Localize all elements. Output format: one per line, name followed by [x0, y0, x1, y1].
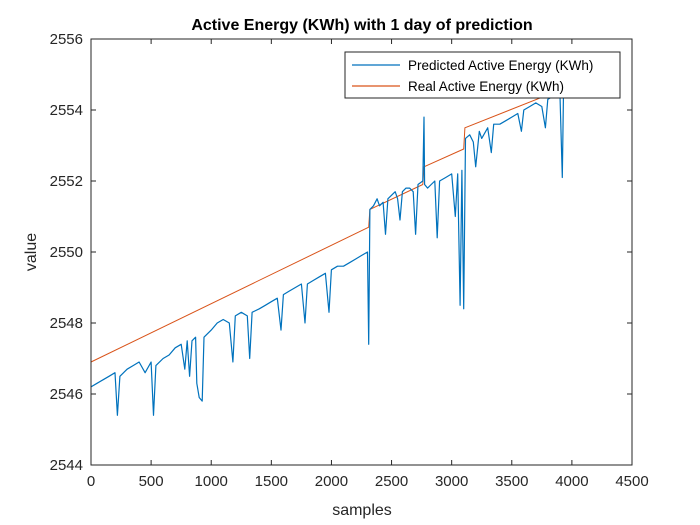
x-tick-label: 1500 [255, 473, 288, 490]
tick-layer: 0 500 1000 1500 2000 2500 3000 3500 4000 4500 2544… [50, 31, 649, 490]
series-line-predicted [90, 91, 565, 416]
plot-area [91, 39, 632, 465]
y-tick-label: 2552 [50, 173, 83, 190]
legend-label-predicted: Predicted Active Energy (KWh) [408, 58, 593, 73]
y-tick-label: 2544 [50, 457, 83, 474]
y-axis-label: value [23, 233, 40, 271]
chart-title: Active Energy (KWh) with 1 day of predic… [191, 17, 532, 34]
y-tick-label: 2548 [50, 315, 83, 332]
x-axis-label: samples [332, 502, 392, 519]
x-tick-label: 4500 [615, 473, 648, 490]
x-tick-label: 500 [139, 473, 164, 490]
legend: Predicted Active Energy (KWh) Real Activ… [344, 51, 621, 99]
y-tick-label: 2554 [50, 102, 83, 119]
y-tick-label: 2546 [50, 386, 83, 403]
x-tick-label: 2500 [375, 473, 408, 490]
y-tick-label: 2550 [50, 244, 83, 261]
x-tick-label: 3000 [435, 473, 468, 490]
x-tick-label: 3500 [495, 473, 528, 490]
x-tick-label: 0 [87, 473, 95, 490]
x-tick-label: 1000 [195, 473, 228, 490]
series-layer [90, 88, 565, 416]
x-tick-label: 4000 [555, 473, 588, 490]
legend-label-real: Real Active Energy (KWh) [408, 79, 564, 94]
legend-box [344, 51, 621, 99]
x-tick-label: 2000 [315, 473, 348, 490]
y-tick-label: 2556 [50, 31, 83, 48]
